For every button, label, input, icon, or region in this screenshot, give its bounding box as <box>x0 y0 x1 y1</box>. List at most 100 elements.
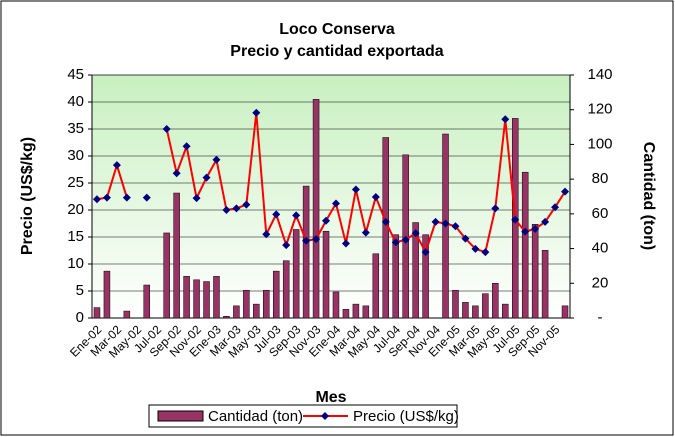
bar <box>223 316 230 319</box>
bar <box>502 303 509 319</box>
marker <box>431 217 440 226</box>
bar <box>362 305 370 319</box>
bar <box>322 230 330 319</box>
marker <box>222 206 231 214</box>
marker <box>262 230 271 239</box>
y2-tick-label: 40 <box>592 240 609 257</box>
chart-title: Loco Conserva <box>279 21 395 38</box>
y-tick-label: 20 <box>67 201 84 218</box>
marker <box>411 229 420 238</box>
marker <box>401 235 410 244</box>
marker <box>481 248 490 257</box>
bar <box>352 303 360 319</box>
chart-subtitle: Precio y cantidad exportada <box>230 43 444 60</box>
y2-tick-label: 60 <box>592 205 609 222</box>
bar <box>193 279 200 319</box>
marker <box>142 193 151 202</box>
bar <box>203 281 210 319</box>
marker <box>112 161 121 170</box>
bar <box>531 224 539 319</box>
marker <box>351 185 360 194</box>
bar <box>163 232 170 319</box>
marker <box>192 194 201 203</box>
marker <box>361 228 370 237</box>
bar <box>253 303 260 319</box>
bar <box>332 291 340 319</box>
y-tick-label: 15 <box>67 228 84 245</box>
bar <box>482 293 489 319</box>
bar <box>452 289 459 319</box>
bar <box>392 234 399 319</box>
y-tick-label: 25 <box>67 174 84 191</box>
marker <box>521 227 530 236</box>
marker <box>491 204 500 213</box>
marker <box>322 216 331 225</box>
bar <box>521 171 529 319</box>
bar <box>292 229 300 319</box>
marker <box>501 115 510 124</box>
x-axis-label: Mes <box>315 389 346 406</box>
marker <box>451 222 460 231</box>
y-tick-label: 10 <box>67 255 84 272</box>
marker <box>531 224 540 233</box>
marker <box>331 199 340 208</box>
bar <box>302 185 310 319</box>
y-tick-label: 40 <box>67 93 84 110</box>
bar <box>541 250 549 319</box>
bar <box>233 305 240 319</box>
marker <box>381 217 390 226</box>
marker <box>371 193 380 202</box>
marker <box>341 239 350 248</box>
marker <box>212 155 221 164</box>
bar <box>143 284 151 319</box>
bar <box>243 289 250 319</box>
marker <box>391 238 400 247</box>
bar <box>272 270 280 319</box>
marker <box>292 211 301 220</box>
marker <box>252 108 261 117</box>
bar <box>492 283 499 319</box>
bar <box>462 302 469 319</box>
y-tick-label: 0 <box>76 309 84 326</box>
marker <box>102 193 111 202</box>
marker <box>162 125 171 133</box>
legend-marker <box>321 412 329 420</box>
bar <box>183 276 190 319</box>
y-tick-label: 45 <box>67 66 84 83</box>
plot-area <box>91 74 571 319</box>
legend-label: Cantidad (ton) <box>208 408 303 425</box>
bar <box>103 270 111 319</box>
bar <box>561 305 569 319</box>
y2-tick-label: 20 <box>592 274 609 291</box>
y-tick-label: 5 <box>76 282 84 299</box>
y2-tick-label: 100 <box>587 135 612 152</box>
bar <box>342 309 350 319</box>
bar <box>472 305 479 319</box>
bar <box>412 222 419 319</box>
bar <box>263 289 270 319</box>
marker <box>421 248 430 257</box>
marker <box>302 236 311 245</box>
marker <box>202 173 211 182</box>
y2-tick-label: 120 <box>587 101 612 118</box>
marker <box>232 204 241 213</box>
marker <box>122 193 131 202</box>
y2-tick-label: 80 <box>592 170 609 187</box>
bar <box>93 307 101 319</box>
bar <box>422 234 429 319</box>
marker <box>312 235 321 244</box>
marker <box>551 203 560 212</box>
bar <box>173 192 180 319</box>
marker <box>272 210 281 219</box>
marker <box>182 142 191 151</box>
bar <box>282 260 290 319</box>
bar <box>372 253 380 319</box>
y2-tick-label: 140 <box>587 66 612 83</box>
y2-axis-label: Cantidad (ton) <box>640 142 657 250</box>
marker <box>561 187 570 196</box>
marker <box>541 217 550 226</box>
legend-label: Precio (US$/kg) <box>353 408 459 425</box>
y-tick-label: 35 <box>67 120 84 137</box>
marker <box>242 200 251 209</box>
